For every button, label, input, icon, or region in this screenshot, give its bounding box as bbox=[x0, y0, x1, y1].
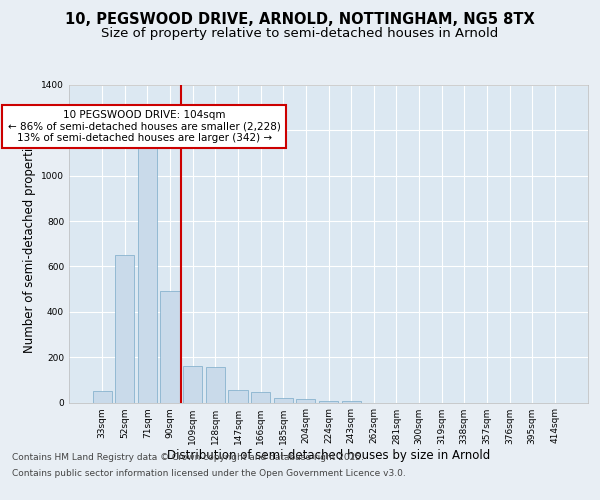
Bar bbox=[115, 255, 134, 402]
Text: 10, PEGSWOOD DRIVE, ARNOLD, NOTTINGHAM, NG5 8TX: 10, PEGSWOOD DRIVE, ARNOLD, NOTTINGHAM, … bbox=[65, 12, 535, 28]
Text: Contains public sector information licensed under the Open Government Licence v3: Contains public sector information licen… bbox=[12, 468, 406, 477]
Bar bbox=[229, 390, 248, 402]
Text: 10 PEGSWOOD DRIVE: 104sqm
← 86% of semi-detached houses are smaller (2,228)
13% : 10 PEGSWOOD DRIVE: 104sqm ← 86% of semi-… bbox=[8, 110, 281, 143]
Bar bbox=[92, 391, 112, 402]
Bar bbox=[206, 368, 225, 402]
Y-axis label: Number of semi-detached properties: Number of semi-detached properties bbox=[23, 134, 35, 353]
Bar bbox=[274, 398, 293, 402]
Bar bbox=[183, 366, 202, 403]
Bar bbox=[138, 137, 157, 402]
Text: Contains HM Land Registry data © Crown copyright and database right 2025.: Contains HM Land Registry data © Crown c… bbox=[12, 454, 364, 462]
Bar bbox=[160, 292, 180, 403]
X-axis label: Distribution of semi-detached houses by size in Arnold: Distribution of semi-detached houses by … bbox=[167, 450, 490, 462]
Bar bbox=[251, 392, 270, 402]
Text: Size of property relative to semi-detached houses in Arnold: Size of property relative to semi-detach… bbox=[101, 28, 499, 40]
Bar bbox=[296, 399, 316, 402]
Bar bbox=[319, 400, 338, 402]
